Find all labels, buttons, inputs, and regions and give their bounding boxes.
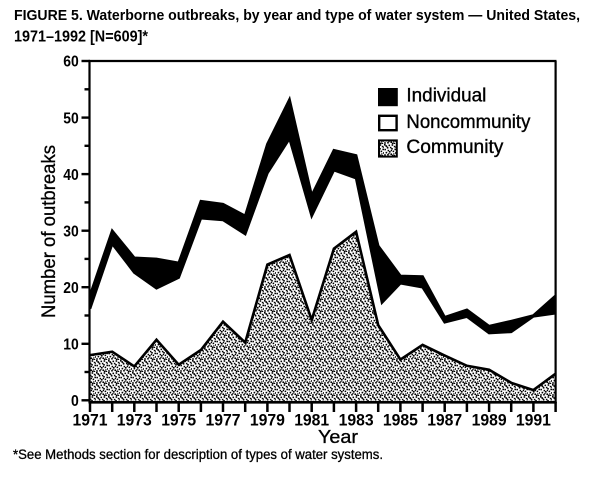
svg-text:1973: 1973	[117, 410, 152, 429]
svg-text:Number of outbreaks: Number of outbreaks	[38, 145, 60, 318]
svg-text:1987: 1987	[427, 410, 462, 429]
svg-text:0: 0	[71, 393, 79, 410]
svg-text:1971–1992 [N=609]*: 1971–1992 [N=609]*	[14, 29, 149, 46]
svg-text:20: 20	[63, 280, 79, 297]
svg-text:50: 50	[63, 110, 79, 127]
svg-text:Year: Year	[318, 427, 358, 447]
svg-text:40: 40	[63, 167, 79, 184]
svg-text:1991: 1991	[516, 410, 551, 429]
svg-text:1971: 1971	[73, 410, 108, 429]
svg-text:Noncommunity: Noncommunity	[406, 112, 530, 133]
svg-text:*See Methods section for descr: *See Methods section for description of …	[13, 447, 383, 462]
svg-text:1989: 1989	[472, 410, 507, 429]
svg-text:1981: 1981	[294, 410, 329, 429]
svg-text:1979: 1979	[250, 410, 285, 429]
svg-text:FIGURE 5. Waterborne outbreaks: FIGURE 5. Waterborne outbreaks, by year …	[14, 7, 580, 24]
svg-text:1977: 1977	[206, 410, 241, 429]
svg-text:1985: 1985	[383, 410, 418, 429]
svg-text:1975: 1975	[161, 410, 196, 429]
svg-text:1983: 1983	[339, 410, 374, 429]
svg-text:10: 10	[63, 336, 79, 353]
svg-text:Community: Community	[406, 137, 504, 158]
svg-text:30: 30	[63, 223, 79, 240]
svg-text:60: 60	[63, 54, 79, 71]
svg-text:Individual: Individual	[406, 86, 486, 107]
